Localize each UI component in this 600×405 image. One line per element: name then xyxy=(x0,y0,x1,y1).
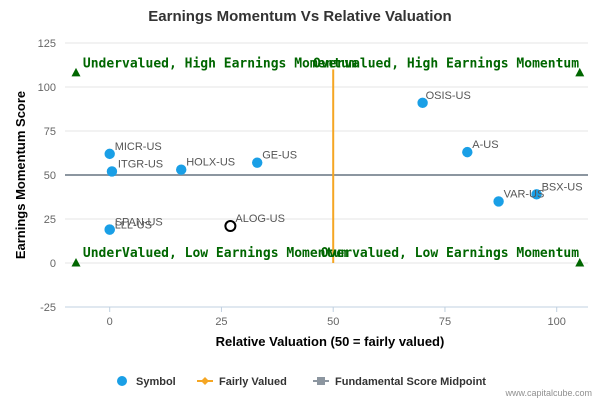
data-label: GE-US xyxy=(262,150,297,162)
quadrant-marker-icon xyxy=(575,258,585,267)
data-point[interactable] xyxy=(462,146,473,158)
data-point[interactable] xyxy=(224,220,237,233)
quadrant-marker-icon xyxy=(71,67,81,77)
quadrant-marker-icon xyxy=(71,258,81,267)
data-point[interactable] xyxy=(417,97,428,109)
data-label: MICR-US xyxy=(115,141,162,153)
data-label: ALOG-US xyxy=(235,213,285,225)
quadrant-marker-icon xyxy=(575,67,585,77)
data-point[interactable] xyxy=(493,196,504,207)
legend-item-label[interactable]: Symbol xyxy=(136,376,176,388)
data-label: VAR-US xyxy=(504,188,545,200)
y-tick-label: 50 xyxy=(44,170,56,182)
quadrant-label: Undervalued, High Earnings Momentum xyxy=(83,57,357,72)
credit-text: www.capitalcube.com xyxy=(504,388,592,398)
x-tick-label: 100 xyxy=(548,316,566,328)
data-point[interactable] xyxy=(252,157,263,168)
y-tick-label: 25 xyxy=(44,214,56,226)
y-axis-title: Earnings Momentum Score xyxy=(13,91,28,259)
data-point[interactable] xyxy=(104,148,115,160)
data-point[interactable] xyxy=(531,189,542,200)
data-point[interactable] xyxy=(104,224,115,235)
legend[interactable]: Symbol Fairly Valued Fundamental Score Mid… xyxy=(117,376,486,388)
quadrant-label: Overvalued, High Earnings Momentum xyxy=(313,57,579,72)
x-axis-title: Relative Valuation (50 = fairly valued) xyxy=(216,334,445,349)
data-label: A-US xyxy=(472,139,498,151)
data-label: HOLX-US xyxy=(186,157,235,169)
data-label: OSIS-US xyxy=(426,90,471,102)
x-tick-label: 75 xyxy=(439,316,451,328)
data-label: BSX-US xyxy=(542,181,583,193)
y-tick-label: 100 xyxy=(38,82,56,94)
data-label: SPAN-US xyxy=(115,217,163,229)
legend-symbol-icon[interactable] xyxy=(117,376,127,386)
legend-fairly-valued-diamond-icon[interactable] xyxy=(201,377,209,385)
reference-lines xyxy=(65,69,588,263)
y-tick-label: -25 xyxy=(40,302,56,314)
chart-title: Earnings Momentum Vs Relative Valuation xyxy=(148,8,451,25)
quadrant-label: Overvalued, Low Earnings Momentum xyxy=(321,246,579,261)
legend-item-label[interactable]: Fairly Valued xyxy=(219,376,287,388)
data-label: LLL-US xyxy=(115,220,152,232)
x-tick-label: 50 xyxy=(327,316,339,328)
x-tick-label: 25 xyxy=(215,316,227,328)
quadrant-labels: Undervalued, High Earnings MomentumOverv… xyxy=(71,57,585,267)
x-tick-label: 0 xyxy=(107,316,113,328)
data-point[interactable] xyxy=(176,164,187,175)
y-tick-label: 75 xyxy=(44,126,56,138)
data-point[interactable] xyxy=(106,166,118,177)
quadrant-label: UnderValued, Low Earnings Momentum xyxy=(83,246,349,261)
y-tick-label: 125 xyxy=(38,38,56,50)
data-label: ITGR-US xyxy=(118,158,163,170)
legend-midpoint-square-icon[interactable] xyxy=(317,377,325,385)
axes: -25 0 25 50 75 100 125 0 25 50 75 100 xyxy=(38,38,588,328)
legend-item-label[interactable]: Fundamental Score Midpoint xyxy=(335,376,486,388)
y-tick-label: 0 xyxy=(50,258,56,270)
